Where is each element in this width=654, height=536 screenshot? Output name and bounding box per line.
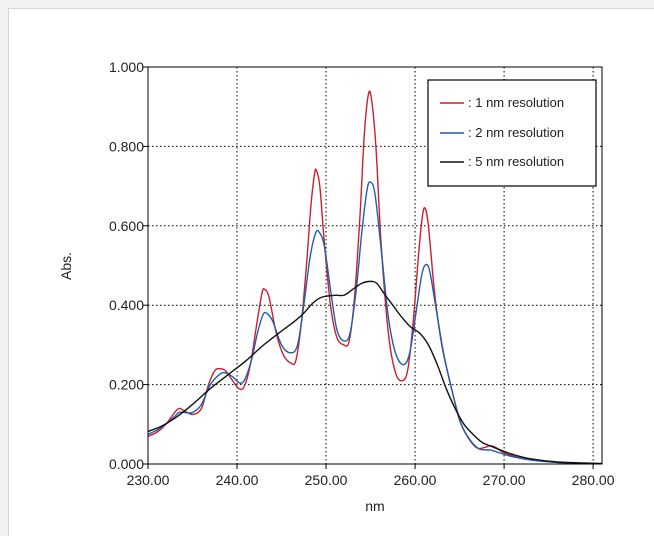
x-tick-label: 230.00 <box>127 472 170 488</box>
y-tick-label: 0.800 <box>109 138 144 154</box>
x-tick-label: 270.00 <box>483 472 526 488</box>
legend-label-1nm: : 1 nm resolution <box>468 95 564 110</box>
legend-label-2nm: : 2 nm resolution <box>468 125 564 140</box>
y-tick-label: 0.600 <box>109 218 144 234</box>
series-line-5nm <box>148 280 602 464</box>
axis-ticks: 230.00 240.00 250.00 260.00 270.00 280.00 0.00… <box>109 59 615 488</box>
legend-label-5nm: : 5 nm resolution <box>468 154 564 169</box>
x-tick-label: 240.00 <box>216 472 259 488</box>
x-tick-label: 260.00 <box>394 472 437 488</box>
series-line-2nm <box>148 181 602 464</box>
y-tick-label: 0.400 <box>109 297 144 313</box>
y-tick-label: 0.000 <box>109 456 144 472</box>
plot-frame <box>147 66 603 465</box>
y-axis-label: Abs. <box>58 252 74 280</box>
x-tick-label: 250.00 <box>305 472 348 488</box>
y-tick-label: 1.000 <box>109 59 144 75</box>
legend: : 1 nm resolution : 2 nm resolution : 5 … <box>427 79 597 187</box>
x-axis-label: nm <box>365 498 384 514</box>
x-tick-label: 280.00 <box>572 472 615 488</box>
series-lines <box>148 90 602 464</box>
y-tick-label: 0.200 <box>109 377 144 393</box>
